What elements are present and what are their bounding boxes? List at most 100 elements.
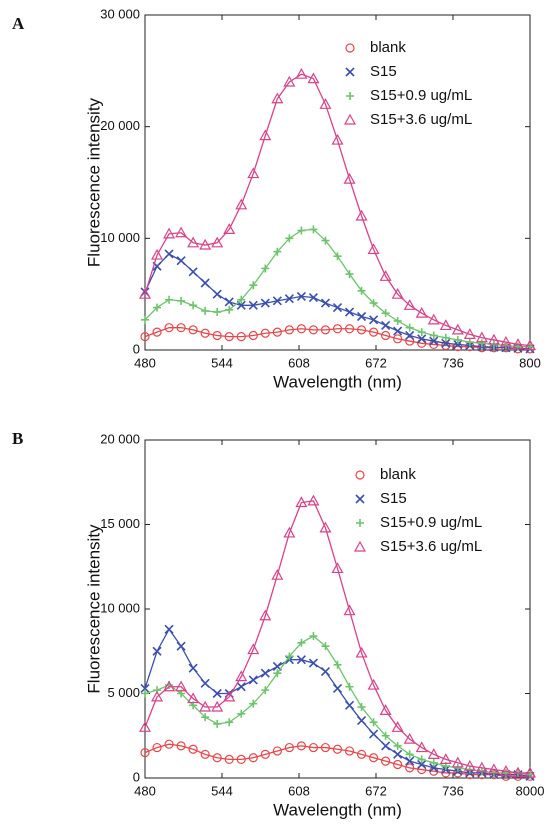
marker [391,721,404,732]
marker [417,755,426,764]
marker [284,294,294,304]
marker [381,330,391,341]
marker [393,334,403,344]
marker [417,759,427,770]
marker [441,333,450,342]
x-axis-label: Wavelength (nm) [273,800,402,819]
legend-label: blank [370,39,406,56]
marker [271,92,284,104]
legend-label: S15+0.9 ug/mL [370,87,472,104]
marker [297,226,306,235]
marker [307,72,320,84]
marker [415,741,428,753]
marker [138,721,152,732]
legend-marker [356,519,364,527]
marker [176,323,186,333]
marker [441,338,451,348]
marker [200,678,210,688]
marker [344,324,355,334]
marker [403,732,416,744]
marker [477,339,486,348]
x-tick-label: 608 [288,355,310,370]
marker [249,281,258,290]
marker [309,632,318,641]
marker [260,668,270,678]
marker [248,330,258,341]
marker [465,765,474,774]
marker [271,568,284,580]
marker [296,291,306,301]
marker [247,643,260,655]
marker [212,289,222,299]
marker [332,324,343,334]
marker [523,339,537,351]
marker [188,744,198,754]
marker [345,270,354,279]
marker [379,270,392,281]
y-axis-label: Fluorescence intensity [84,524,103,694]
marker [308,292,319,303]
marker [272,327,282,337]
marker [453,335,462,344]
marker [381,731,390,740]
marker [200,278,210,288]
marker [523,766,537,778]
marker [211,236,224,248]
marker [405,756,415,766]
x-tick-label: 608 [288,783,310,798]
marker [273,247,282,256]
marker [308,325,319,335]
marker [200,749,210,759]
marker [344,700,355,710]
marker [429,763,439,773]
marker [405,763,415,773]
marker [511,338,524,350]
marker [356,749,367,759]
marker [357,703,366,712]
marker [236,682,246,692]
marker [345,682,354,691]
marker [381,320,391,330]
marker [260,328,270,338]
marker [487,333,500,345]
series-line [144,628,531,777]
marker [151,690,164,702]
y-tick-label: 15 000 [100,516,140,531]
marker [463,328,476,339]
legend-label: blank [380,466,416,483]
marker [332,744,343,754]
legend-marker [355,470,365,480]
marker [236,332,246,342]
y-tick-label: 0 [133,341,140,356]
marker [211,700,224,712]
marker [369,315,379,325]
marker [225,305,234,314]
marker [272,746,282,756]
marker [331,562,344,574]
marker [369,299,378,308]
marker [296,324,307,334]
marker [393,759,403,770]
marker [356,325,367,335]
legend-marker [345,43,355,53]
marker [295,496,308,508]
marker [465,338,474,347]
marker [153,303,162,312]
legend-marker [343,113,357,125]
marker [213,719,222,728]
marker [320,742,331,753]
marker [295,67,308,79]
y-tick-label: 5 000 [107,685,140,700]
marker [477,767,486,776]
marker [367,678,380,690]
marker [283,75,296,87]
marker [224,754,234,765]
plot-frame [144,14,531,351]
series-line [144,73,531,347]
marker [175,680,188,692]
marker [199,238,212,250]
marker [427,748,440,759]
x-tick-label: 672 [365,355,387,370]
marker [393,749,403,759]
